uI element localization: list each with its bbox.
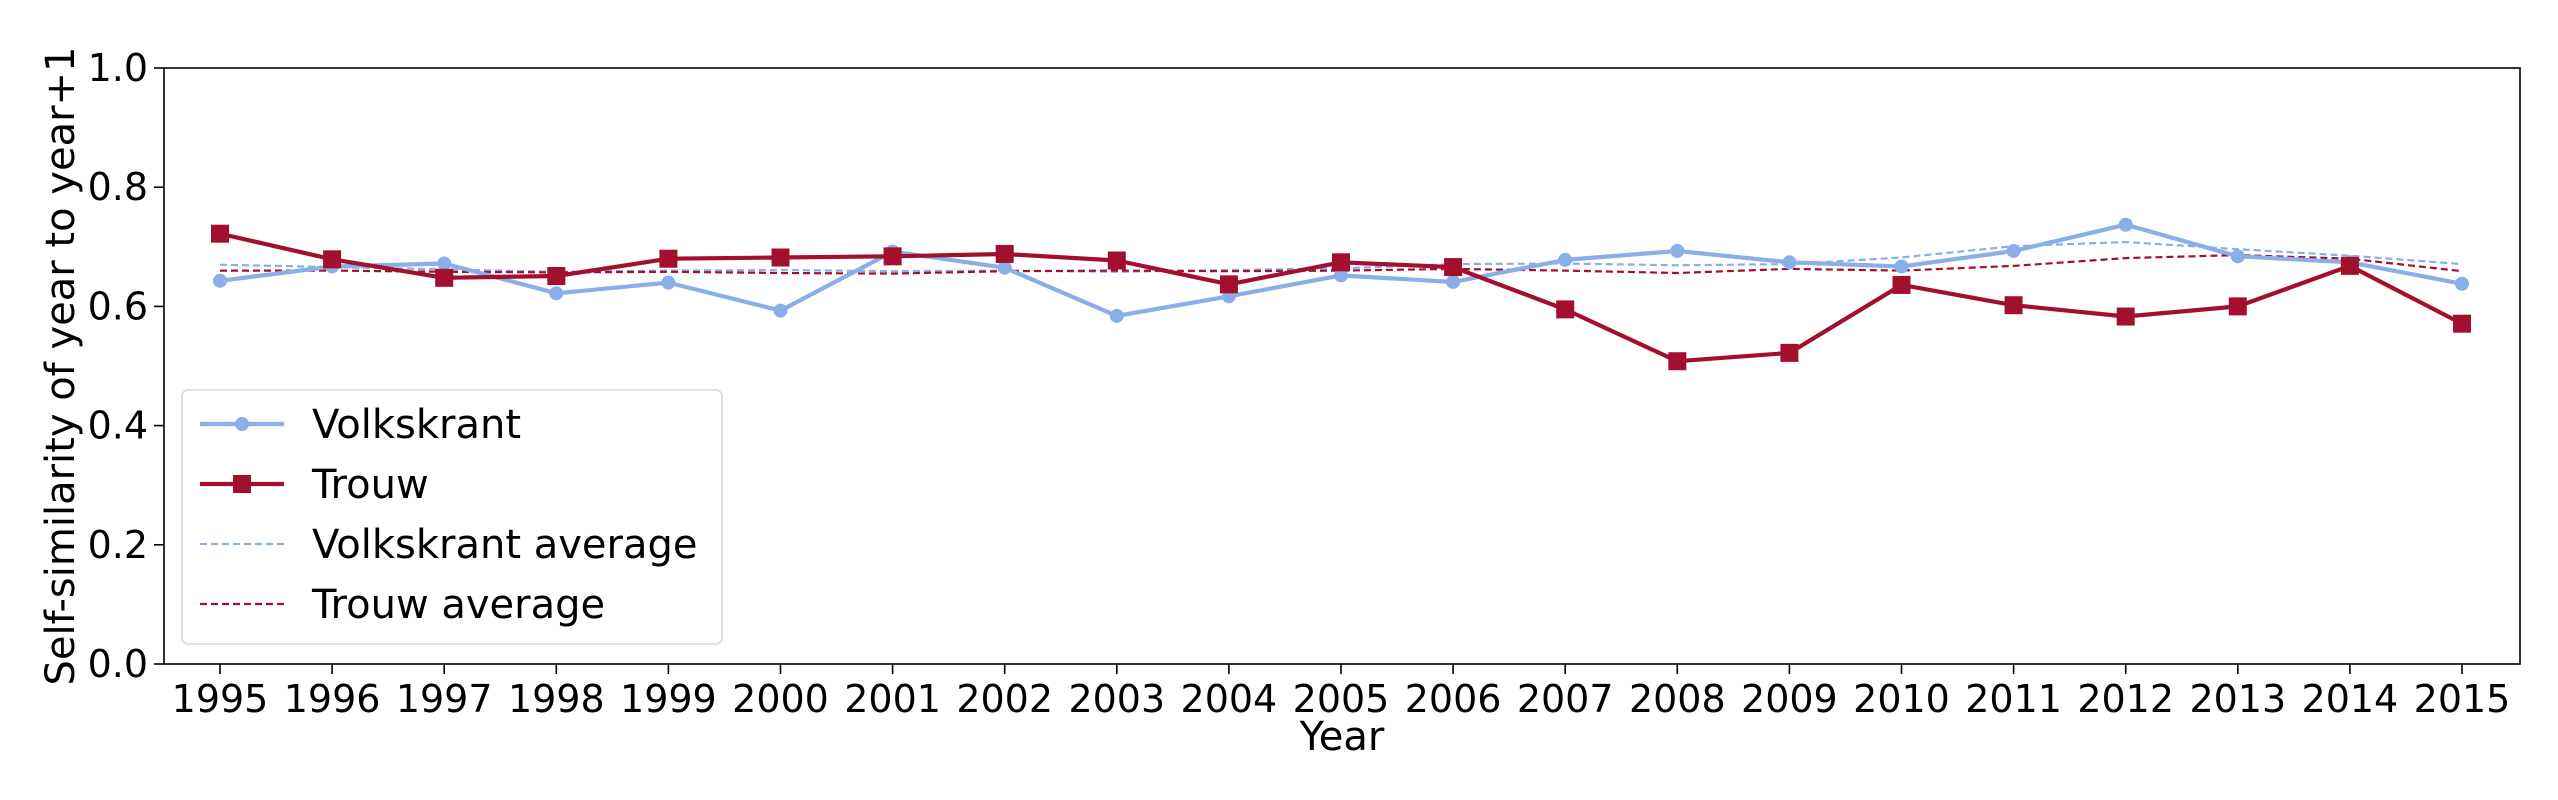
point-volkskrant xyxy=(2006,243,2021,258)
point-trouw xyxy=(2116,307,2135,326)
legend-label-volkskrant: Volkskrant xyxy=(312,402,521,448)
point-trouw xyxy=(1780,343,1799,362)
point-trouw xyxy=(1556,300,1575,319)
point-volkskrant xyxy=(1558,252,1573,267)
legend-label-trouw: Trouw xyxy=(311,462,429,508)
point-trouw xyxy=(883,247,902,266)
point-volkskrant xyxy=(2230,249,2245,264)
legend-label-trouw-average: Trouw average xyxy=(311,582,605,628)
x-tick-label: 2001 xyxy=(844,677,941,721)
legend-marker-volkskrant xyxy=(235,417,249,431)
point-volkskrant xyxy=(2118,217,2133,232)
x-tick-label: 1999 xyxy=(620,677,717,721)
x-tick-label: 2005 xyxy=(1293,677,1390,721)
legend-box xyxy=(181,389,723,645)
x-tick-label: 2009 xyxy=(1741,677,1838,721)
y-tick-label: 1.0 xyxy=(88,46,148,90)
point-trouw xyxy=(1892,275,1911,294)
point-trouw xyxy=(2004,296,2023,315)
point-trouw xyxy=(547,267,566,286)
point-trouw xyxy=(435,268,454,287)
point-trouw xyxy=(2340,256,2359,275)
y-tick-label: 0.0 xyxy=(88,642,148,686)
x-tick-label: 2013 xyxy=(2189,677,2286,721)
x-tick-label: 2014 xyxy=(2302,677,2399,721)
point-volkskrant xyxy=(2455,276,2469,291)
legend: Volkskrant Trouw Volkskrant average Trouw a… xyxy=(181,389,723,645)
x-axis: 1995 1996 1997 1998 1999 2000 2001 2002 2003 2004… xyxy=(172,664,2511,721)
x-tick-label: 2008 xyxy=(1629,677,1726,721)
x-tick-label: 1997 xyxy=(396,677,493,721)
point-volkskrant xyxy=(1782,255,1797,270)
point-volkskrant xyxy=(661,275,676,290)
point-trouw xyxy=(771,248,790,267)
point-trouw xyxy=(1107,251,1126,270)
x-tick-label: 2015 xyxy=(2414,677,2511,721)
point-volkskrant xyxy=(773,303,788,318)
point-trouw xyxy=(1332,253,1350,272)
point-trouw xyxy=(211,224,229,243)
y-tick-label: 0.2 xyxy=(88,523,148,567)
legend-marker-trouw xyxy=(233,475,251,493)
y-tick-label: 0.6 xyxy=(88,284,148,328)
point-volkskrant xyxy=(1670,243,1685,258)
point-trouw xyxy=(1444,258,1463,277)
x-tick-label: 1995 xyxy=(172,677,269,721)
point-volkskrant xyxy=(997,260,1012,275)
point-trouw xyxy=(1219,275,1238,294)
y-tick-label: 0.4 xyxy=(88,404,148,448)
point-trouw xyxy=(659,249,678,268)
x-axis-title: Year xyxy=(1299,714,1385,760)
y-axis: 0.0 0.2 0.4 0.6 0.8 1.0 xyxy=(88,46,164,686)
point-trouw xyxy=(2228,297,2247,316)
x-tick-label: 2011 xyxy=(1965,677,2062,721)
x-tick-label: 2007 xyxy=(1517,677,1614,721)
x-tick-label: 2002 xyxy=(956,677,1053,721)
series-layer xyxy=(211,217,2471,371)
point-volkskrant xyxy=(213,273,227,288)
point-trouw xyxy=(2453,314,2471,333)
x-tick-label: 2003 xyxy=(1068,677,1165,721)
x-tick-label: 2004 xyxy=(1181,677,1278,721)
x-tick-label: 1998 xyxy=(508,677,605,721)
point-volkskrant xyxy=(1334,268,1348,283)
x-tick-label: 1996 xyxy=(284,677,381,721)
point-trouw xyxy=(323,250,342,269)
x-tick-label: 2012 xyxy=(2077,677,2174,721)
legend-label-volkskrant-average: Volkskrant average xyxy=(312,522,697,568)
point-trouw xyxy=(1668,352,1687,371)
x-tick-label: 2006 xyxy=(1405,677,1502,721)
x-tick-label: 2000 xyxy=(732,677,829,721)
y-axis-title: Self-similarity of year to year+1 xyxy=(38,46,84,685)
point-volkskrant xyxy=(1109,308,1124,323)
point-volkskrant xyxy=(1446,274,1461,289)
x-tick-label: 2010 xyxy=(1853,677,1950,721)
point-volkskrant xyxy=(437,256,452,271)
point-trouw xyxy=(995,244,1014,263)
point-volkskrant xyxy=(1894,259,1909,274)
y-tick-label: 0.8 xyxy=(88,165,148,209)
point-volkskrant xyxy=(549,286,564,301)
